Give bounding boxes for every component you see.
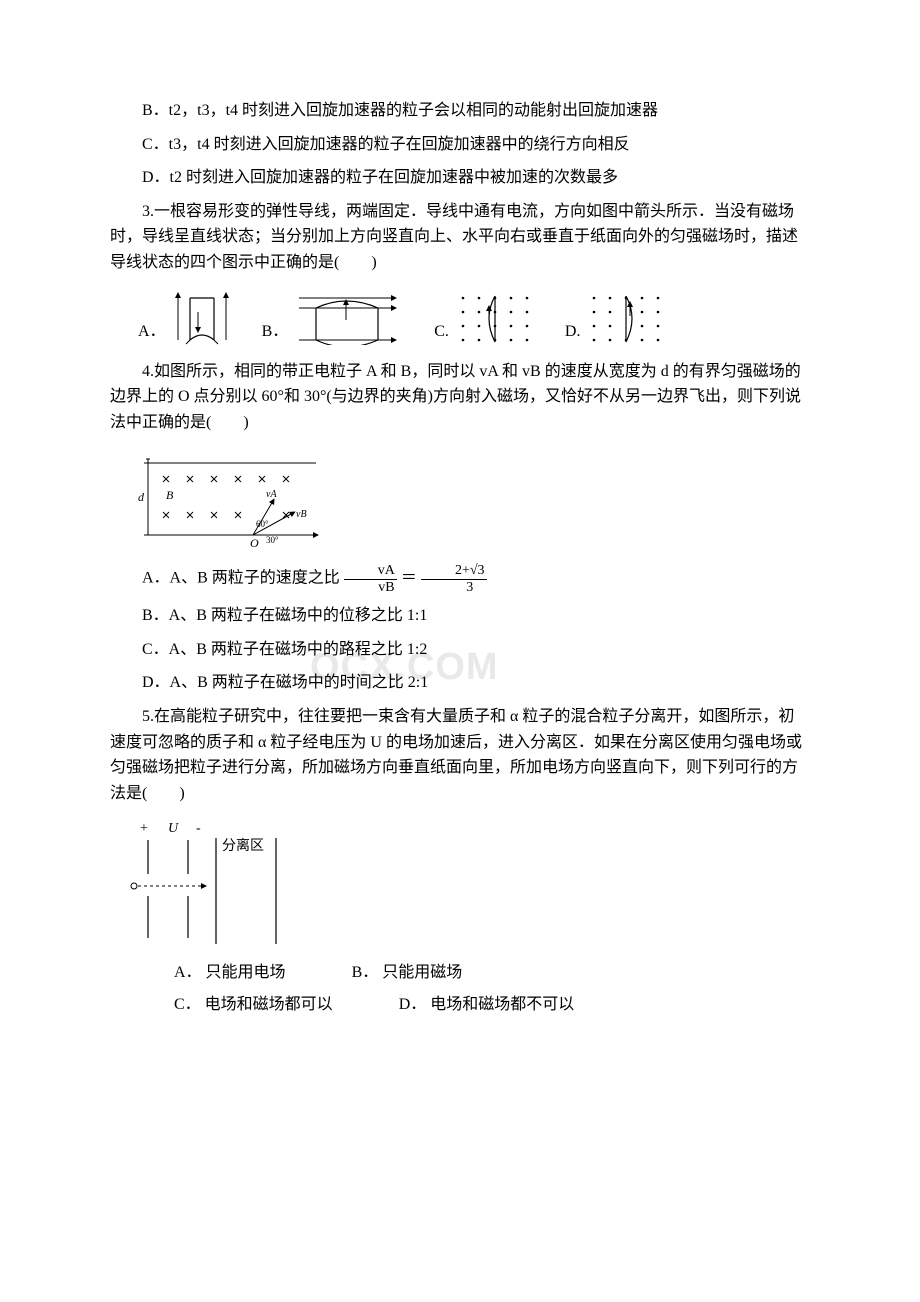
q3-stem: 3.一根容易形变的弹性导线，两端固定．导线中通有电流，方向如图中箭头所示．当没有…: [110, 199, 810, 276]
q2-option-d: D．t2 时刻进入回旋加速器的粒子在回旋加速器中被加速的次数最多: [110, 165, 810, 191]
q4-diagram: d B vA vB 60° 30° O: [138, 449, 328, 549]
q4-option-d: D．A、B 两粒子在磁场中的时间之比 2:1: [110, 670, 810, 696]
svg-text:d: d: [138, 490, 145, 504]
q3-diagram-d: [586, 290, 666, 345]
q2-option-c: C．t3，t4 时刻进入回旋加速器的粒子在回旋加速器中的绕行方向相反: [110, 132, 810, 158]
q3-diagram-a: [172, 290, 232, 345]
q3-figure-row: A．: [138, 290, 810, 345]
svg-text:-: -: [196, 821, 201, 836]
svg-text:分离区: 分离区: [222, 837, 264, 854]
svg-text:B: B: [166, 488, 174, 502]
svg-text:O: O: [250, 536, 259, 549]
q3-diagram-c: [455, 290, 535, 345]
svg-text:U: U: [168, 821, 179, 836]
q3-label-d: D.: [565, 319, 581, 345]
q2-option-b: B．t2，t3，t4 时刻进入回旋加速器的粒子会以相同的动能射出回旋加速器: [110, 98, 810, 124]
q4-option-a: A．A、B 两粒子的速度之比 vAvB ＝ 2+√33: [110, 563, 810, 595]
q5-diagram: + U - 分离区: [126, 818, 296, 948]
q5-options-ab: A． 只能用电场 B． 只能用磁场: [110, 960, 810, 986]
q3-label-a: A．: [138, 319, 166, 345]
q3-label-c: C.: [434, 319, 449, 345]
svg-text:+: +: [140, 821, 148, 836]
svg-text:60°: 60°: [256, 519, 269, 529]
q4-stem: 4.如图所示，相同的带正电粒子 A 和 B，同时以 vA 和 vB 的速度从宽度…: [110, 359, 810, 436]
svg-text:vA: vA: [266, 489, 277, 500]
q4-option-c: C．A、B 两粒子在磁场中的路程之比 1:2: [110, 637, 810, 663]
q3-diagram-b: [294, 290, 404, 345]
svg-text:vB: vB: [296, 509, 307, 520]
q3-label-b: B．: [262, 319, 289, 345]
svg-text:30°: 30°: [266, 535, 279, 545]
q4-option-b: B．A、B 两粒子在磁场中的位移之比 1:1: [110, 603, 810, 629]
q5-stem: 5.在高能粒子研究中，往往要把一束含有大量质子和 α 粒子的混合粒子分离开，如图…: [110, 704, 810, 806]
q5-options-cd: C． 电场和磁场都可以 D． 电场和磁场都不可以: [110, 992, 810, 1018]
